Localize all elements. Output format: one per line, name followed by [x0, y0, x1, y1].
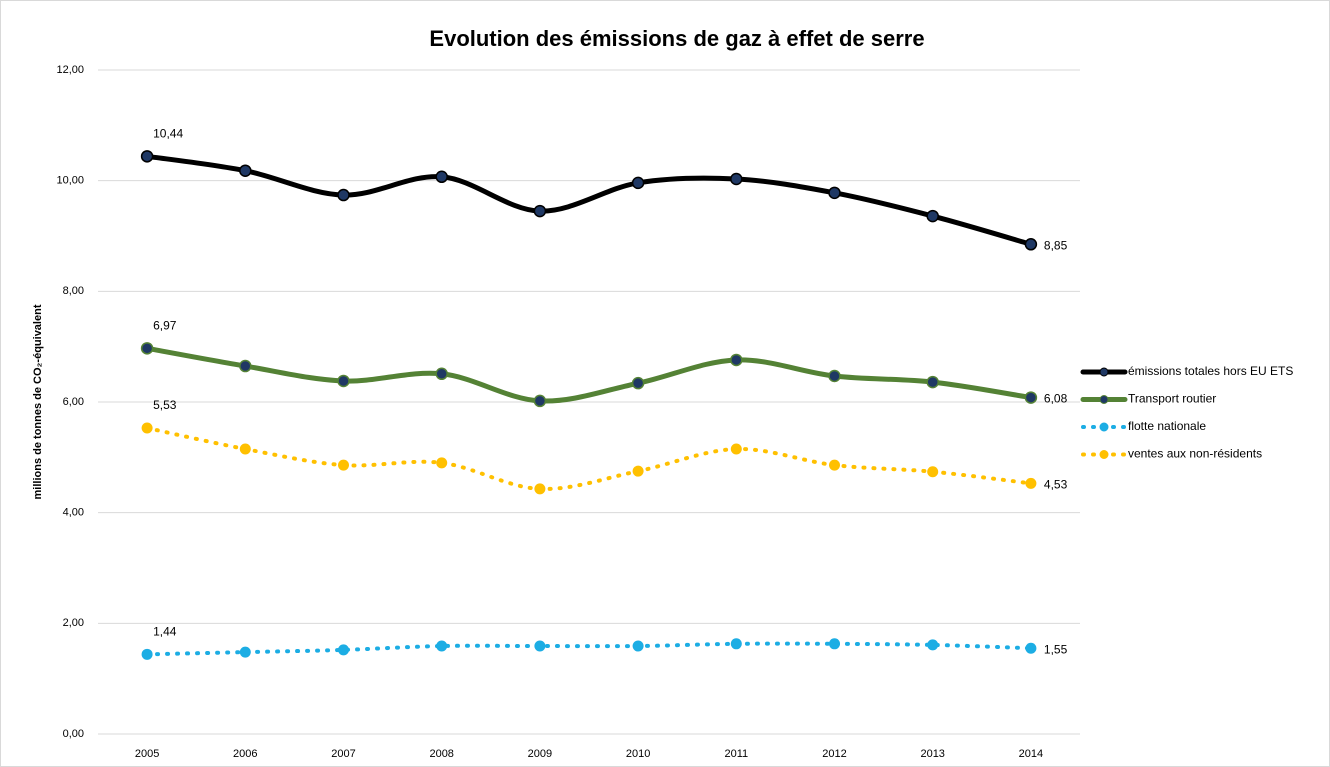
data-point [141, 422, 153, 434]
data-point [829, 459, 840, 471]
data-point [436, 640, 448, 652]
y-tick-label: 8,00 [63, 285, 84, 297]
data-point [338, 459, 349, 471]
legend-marker [1099, 367, 1109, 377]
data-point [926, 375, 939, 389]
legend-label: ventes aux non-résidents [1128, 447, 1262, 461]
data-point [239, 443, 251, 455]
data-point [533, 394, 547, 408]
legend-marker [1099, 450, 1109, 459]
data-point [632, 640, 644, 652]
data-label: 1,44 [153, 624, 177, 638]
data-point [533, 204, 547, 218]
data-point [1024, 391, 1038, 404]
legend-label: flotte nationale [1128, 419, 1206, 433]
data-point [926, 209, 939, 223]
data-point [140, 150, 154, 163]
series-line [145, 426, 1033, 491]
x-tick-label: 2011 [724, 748, 748, 760]
data-point [730, 172, 743, 186]
x-tick-label: 2005 [135, 748, 159, 760]
data-label: 4,53 [1044, 478, 1068, 492]
x-tick-label: 2012 [822, 748, 846, 760]
data-point [828, 369, 841, 383]
data-point [632, 465, 644, 477]
y-tick-label: 12,00 [56, 64, 84, 76]
data-point [1024, 238, 1038, 251]
data-point [337, 374, 350, 388]
x-tick-label: 2008 [429, 748, 453, 760]
data-label: 8,85 [1044, 238, 1068, 252]
data-label: 10,44 [153, 126, 183, 140]
x-tick-label: 2009 [528, 748, 552, 760]
y-tick-label: 6,00 [63, 396, 84, 408]
data-point [239, 164, 252, 177]
x-tick-label: 2010 [626, 748, 650, 760]
y-tick-label: 10,00 [56, 175, 84, 187]
data-point [631, 176, 645, 190]
data-point [436, 457, 448, 469]
legend-marker [1099, 422, 1109, 432]
x-tick-label: 2006 [233, 748, 257, 760]
data-label: 6,08 [1044, 392, 1068, 406]
y-tick-label: 4,00 [63, 507, 84, 519]
y-tick-label: 0,00 [63, 728, 84, 740]
chart-title: Evolution des émissions de gaz à effet d… [429, 26, 924, 51]
series-line [144, 153, 1034, 247]
y-axis-title: millions de tonnes de CO₂-équivalent [32, 304, 44, 499]
legend-label: émissions totales hors EU ETS [1128, 364, 1293, 378]
data-point [1025, 642, 1037, 654]
legend-label: Transport routier [1128, 392, 1216, 406]
x-tick-label: 2013 [920, 748, 944, 760]
data-label: 6,97 [153, 318, 177, 332]
legend-marker [1099, 395, 1109, 404]
data-point [239, 359, 252, 373]
x-tick-label: 2007 [331, 748, 355, 760]
data-label: 1,55 [1044, 642, 1068, 656]
data-point [141, 648, 153, 660]
data-point [829, 638, 840, 650]
data-point [730, 353, 743, 367]
data-point [828, 186, 841, 200]
x-tick-label: 2014 [1019, 748, 1043, 760]
data-label: 5,53 [153, 398, 177, 412]
data-point [730, 443, 742, 455]
data-point [1025, 477, 1037, 489]
data-point [337, 188, 350, 202]
series-line [145, 641, 1033, 657]
data-point [927, 466, 939, 478]
series-line [144, 345, 1034, 404]
data-point [435, 367, 448, 381]
data-point [140, 342, 154, 355]
y-tick-label: 2,00 [63, 617, 84, 629]
data-point [927, 639, 939, 651]
data-point [730, 638, 742, 650]
data-point [239, 646, 251, 658]
data-point [435, 170, 448, 184]
data-point [534, 640, 546, 652]
data-point [631, 376, 645, 390]
data-point [534, 483, 546, 495]
data-point [338, 644, 349, 656]
